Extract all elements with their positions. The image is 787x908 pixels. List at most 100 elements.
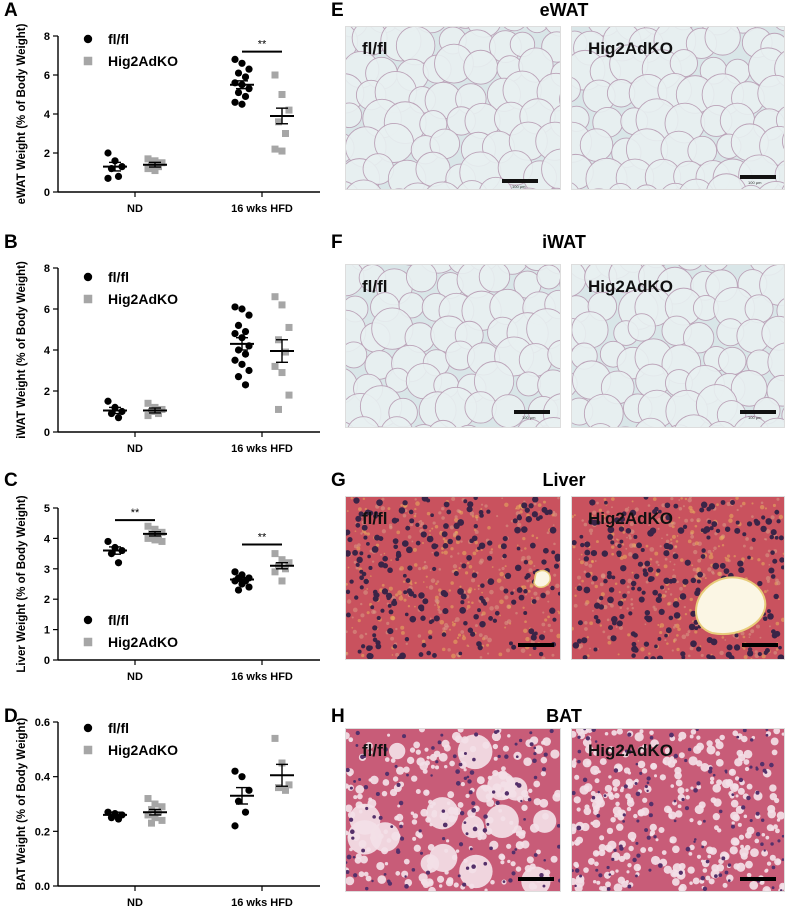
nucleus — [521, 526, 528, 533]
lipid-droplet — [575, 836, 584, 844]
lipid-droplet — [750, 848, 759, 858]
nucleus — [356, 556, 363, 564]
y-tick-label: 0 — [44, 427, 50, 439]
scale-bar — [514, 410, 550, 414]
cytoplasm-speck — [431, 527, 434, 530]
cytoplasm-speck — [443, 626, 448, 631]
nucleus — [596, 813, 601, 818]
nucleus — [426, 650, 432, 656]
cytoplasm-speck — [625, 547, 628, 550]
nucleus — [726, 644, 733, 651]
lipid-droplet — [633, 813, 638, 819]
nucleus — [395, 552, 402, 559]
lipid-droplet — [677, 804, 682, 809]
nucleus — [701, 548, 706, 553]
nucleus — [473, 614, 479, 620]
adipocyte — [627, 313, 656, 342]
lipid-droplet — [347, 811, 356, 819]
cytoplasm-speck — [741, 557, 745, 561]
cytoplasm-speck — [479, 656, 483, 659]
cytoplasm-speck — [351, 616, 354, 619]
cytoplasm-speck — [441, 516, 445, 520]
nucleus — [371, 879, 374, 883]
cytoplasm-speck — [759, 636, 762, 639]
adipocyte — [781, 184, 784, 189]
adipocyte — [759, 181, 784, 189]
nucleus — [690, 610, 697, 617]
nucleus — [701, 845, 705, 849]
lipid-droplet — [717, 828, 722, 833]
cytoplasm-speck — [510, 519, 514, 523]
nucleus — [643, 641, 650, 647]
adipocyte — [636, 184, 657, 189]
nucleus — [376, 499, 383, 506]
nucleus — [694, 590, 701, 597]
nucleus — [393, 544, 399, 550]
cytoplasm-speck — [541, 656, 546, 659]
nucleus — [557, 591, 560, 596]
nucleus — [755, 831, 761, 837]
data-point — [238, 773, 246, 781]
lipid-droplet — [430, 764, 435, 769]
nucleus — [492, 618, 498, 623]
data-point — [104, 174, 112, 182]
nucleus — [769, 534, 775, 540]
y-tick-label: 0.6 — [35, 717, 50, 729]
lipid-droplet — [420, 808, 428, 817]
nucleus — [572, 642, 580, 649]
lipid-droplet — [770, 737, 779, 746]
cytoplasm-speck — [673, 638, 677, 642]
nucleus — [512, 518, 518, 524]
nucleus — [463, 621, 468, 626]
nucleus — [359, 575, 365, 581]
nucleus — [523, 817, 526, 821]
nucleus — [641, 590, 646, 595]
cytoplasm-speck — [776, 497, 780, 501]
nucleus — [610, 540, 615, 545]
lipid-droplet — [510, 861, 516, 867]
cytoplasm-speck — [748, 633, 752, 636]
nucleus — [644, 828, 649, 833]
nucleus — [374, 534, 381, 541]
lipid-droplet — [384, 757, 390, 762]
cytoplasm-speck — [761, 654, 766, 659]
nucleus — [431, 746, 435, 750]
lipid-droplet — [625, 793, 631, 800]
legend-marker — [83, 34, 93, 44]
lipid-droplet — [670, 784, 675, 788]
genotype-label: Hig2AdKO — [588, 39, 673, 58]
nucleus — [778, 645, 782, 650]
cytoplasm-speck — [768, 563, 771, 566]
data-point — [144, 522, 152, 530]
nucleus — [580, 542, 585, 548]
nucleus — [483, 814, 488, 819]
lipid-droplet — [610, 817, 616, 823]
nucleus — [538, 651, 544, 657]
cytoplasm-speck — [472, 551, 477, 556]
cytoplasm-speck — [766, 589, 769, 592]
cytoplasm-speck — [386, 621, 390, 625]
nucleus — [708, 769, 713, 774]
y-tick-label: 0.2 — [35, 826, 50, 838]
cytoplasm-speck — [696, 519, 700, 523]
nucleus — [623, 784, 628, 789]
data-point — [241, 350, 250, 358]
cytoplasm-speck — [591, 609, 594, 612]
nucleus — [418, 652, 424, 657]
adipocyte — [522, 187, 536, 189]
nucleus — [644, 785, 648, 789]
nucleus — [736, 735, 740, 739]
cytoplasm-speck — [441, 506, 445, 511]
nucleus — [557, 844, 560, 849]
adipocyte — [460, 424, 477, 427]
cytoplasm-speck — [531, 534, 535, 538]
lipid-droplet — [427, 866, 432, 870]
genotype-label: fl/fl — [362, 39, 388, 58]
nucleus — [742, 729, 747, 733]
data-point — [238, 360, 246, 368]
nucleus — [765, 518, 773, 525]
nucleus — [346, 861, 348, 864]
cytoplasm-speck — [453, 517, 459, 523]
lipid-droplet — [604, 784, 613, 793]
lipid-droplet — [594, 770, 598, 774]
